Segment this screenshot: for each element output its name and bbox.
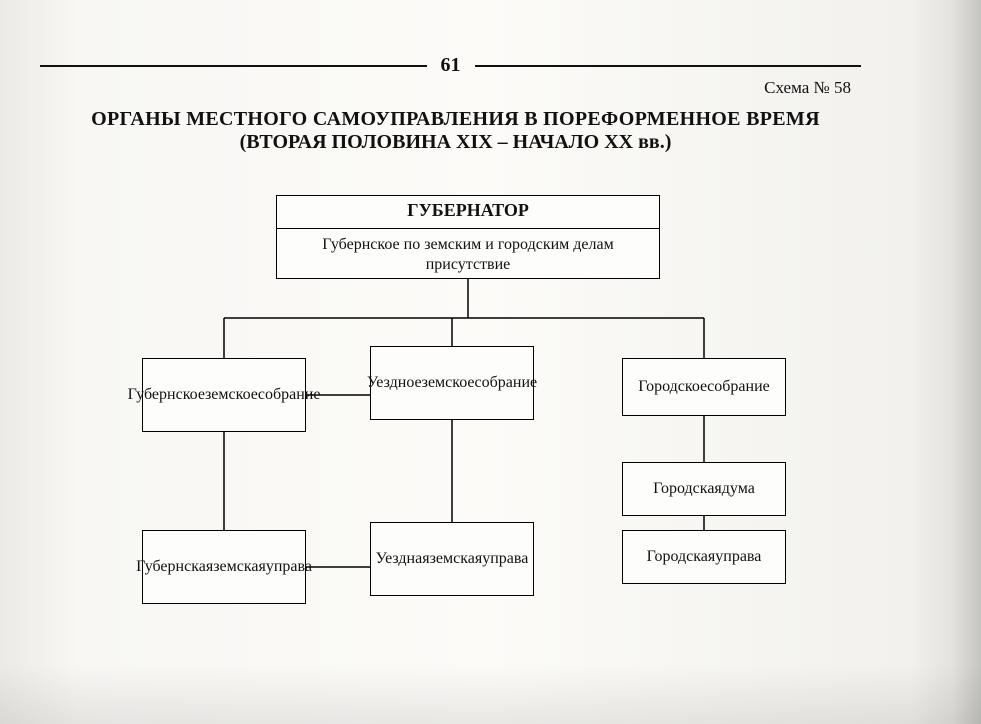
node-gov_box-body: Губернское по земским и городским делам …: [277, 229, 659, 281]
node-uezd_uprava-line: Уездная: [376, 549, 430, 569]
scan-edge: [911, 0, 981, 724]
node-gub_sobr-line: Губернское: [128, 385, 205, 405]
page-number: 61: [427, 54, 475, 77]
node-uezd_sobr-line: Уездное: [367, 373, 422, 393]
node-gub_uprava-line: Губернская: [136, 557, 213, 577]
node-gov_box: ГУБЕРНАТОРГубернское по земским и городс…: [276, 195, 660, 279]
node-gorod_sobr-line: собрание: [707, 377, 770, 397]
node-uezd_uprava: Уезднаяземскаяуправа: [370, 522, 534, 596]
node-uezd_uprava-line: земская: [430, 549, 483, 569]
node-uezd_uprava-line: управа: [482, 549, 528, 569]
diagram-title: ОРГАНЫ МЕСТНОГО САМОУПРАВЛЕНИЯ В ПОРЕФОР…: [50, 108, 861, 154]
page: 61 Схема № 58 ОРГАНЫ МЕСТНОГО САМОУПРАВЛ…: [0, 0, 981, 724]
node-gub_sobr-line: собрание: [258, 385, 321, 405]
node-gorod_sobr: Городскоесобрание: [622, 358, 786, 416]
node-gorod_uprava: Городскаяуправа: [622, 530, 786, 584]
title-line2: (ВТОРАЯ ПОЛОВИНА XIX – НАЧАЛО XX вв.): [50, 131, 861, 154]
scheme-label: Схема № 58: [764, 78, 851, 98]
node-gub_uprava-line: земская: [213, 557, 266, 577]
rule-right: [475, 65, 862, 67]
node-gorod_uprava-line: Городская: [647, 547, 716, 567]
node-gorod_duma-line: дума: [722, 479, 755, 499]
node-gorod_duma: Городскаядума: [622, 462, 786, 516]
node-gov_box-header: ГУБЕРНАТОР: [277, 193, 659, 229]
node-uezd_sobr: Уездноеземскоесобрание: [370, 346, 534, 420]
node-gorod_duma-line: Городская: [653, 479, 722, 499]
node-gorod_uprava-line: управа: [715, 547, 761, 567]
rule-left: [40, 65, 427, 67]
node-gub_sobr: Губернскоеземскоесобрание: [142, 358, 306, 432]
node-gorod_sobr-line: Городское: [638, 377, 707, 397]
top-rule: 61: [40, 54, 861, 77]
title-line1: ОРГАНЫ МЕСТНОГО САМОУПРАВЛЕНИЯ В ПОРЕФОР…: [50, 108, 861, 131]
node-gub_uprava-line: управа: [266, 557, 312, 577]
node-uezd_sobr-line: собрание: [475, 373, 538, 393]
node-uezd_sobr-line: земское: [422, 373, 475, 393]
node-gub_sobr-line: земское: [205, 385, 258, 405]
bottom-shade: [0, 664, 981, 724]
node-gub_uprava: Губернскаяземскаяуправа: [142, 530, 306, 604]
